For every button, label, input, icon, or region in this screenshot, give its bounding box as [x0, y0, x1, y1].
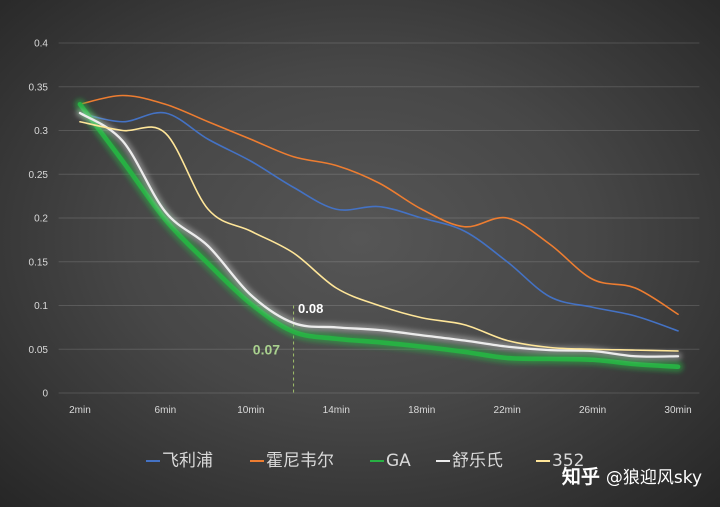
legend-item: 霍尼韦尔: [250, 449, 334, 473]
x-tick-label: 26min: [579, 405, 606, 416]
watermark: 知乎 @狼迎风sky: [562, 462, 702, 488]
series-line-glow-4: [75, 108, 683, 361]
x-tick-label: 10min: [237, 405, 264, 416]
legend-label: 352: [552, 451, 585, 471]
series-line-5: [79, 120, 679, 352]
series-line-1: [79, 111, 679, 332]
y-axis-tick-labels: 0 0.05 0.1 0.15 0.2 0.25 0.3 0.35 0.4: [29, 39, 49, 400]
y-tick-label: 0.15: [29, 257, 49, 268]
legend-item: GA: [370, 449, 411, 473]
annotation-labels: 0.08 0.07: [253, 301, 324, 357]
legend-marker: [370, 460, 384, 462]
legend-marker: [436, 460, 450, 462]
y-tick-label: 0: [42, 389, 48, 400]
legend-item: 飞利浦: [146, 449, 213, 473]
legend-marker: [146, 460, 160, 462]
legend-item: 舒乐氏: [436, 449, 503, 473]
series-line-2: [79, 94, 679, 316]
watermark-brand: 知乎: [561, 465, 600, 488]
x-tick-label: 30min: [664, 405, 691, 416]
x-tick-label: 2min: [69, 405, 91, 416]
legend-label: 舒乐氏: [452, 451, 503, 471]
legend-item: 352: [536, 449, 584, 473]
legend-label: GA: [386, 451, 411, 471]
series-lines: [74, 94, 684, 373]
y-tick-label: 0.35: [29, 82, 49, 93]
y-tick-label: 0.3: [34, 126, 48, 137]
legend-marker: [536, 460, 550, 462]
watermark-handle: @狼迎风sky: [605, 467, 702, 488]
x-tick-label: 22min: [494, 405, 521, 416]
legend-label: 霍尼韦尔: [266, 451, 334, 471]
legend-label: 飞利浦: [162, 451, 213, 471]
x-tick-label: 14min: [323, 405, 350, 416]
y-tick-label: 0.1: [34, 301, 48, 312]
series-line-4: [78, 111, 680, 358]
x-tick-label: 6min: [155, 405, 177, 416]
series-line-3: [77, 101, 681, 370]
y-tick-label: 0.4: [34, 39, 48, 50]
y-tick-label: 0.2: [34, 214, 48, 225]
x-tick-label: 18min: [408, 405, 435, 416]
annotation-label: 0.08: [298, 301, 323, 316]
legend: 飞利浦 霍尼韦尔 GA 舒乐氏 352: [0, 449, 720, 473]
x-axis-tick-labels: 2min 6min 10min 14min 18min 22min 26min 30min: [69, 405, 692, 416]
y-tick-label: 0.25: [29, 170, 49, 181]
legend-marker: [250, 460, 264, 462]
y-tick-label: 0.05: [29, 345, 49, 356]
annotation-label: 0.07: [253, 341, 280, 357]
